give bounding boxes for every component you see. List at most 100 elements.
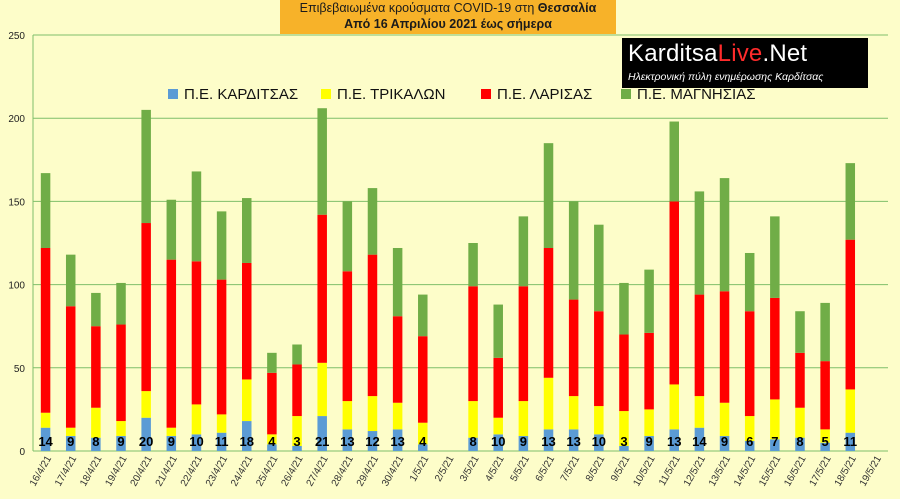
bar-segment: [116, 282, 126, 325]
bar-segment: [191, 261, 202, 405]
bar-segment: [820, 361, 830, 430]
bar-segment: [392, 429, 403, 451]
data-label: 6: [746, 434, 753, 449]
bar-segment: [65, 427, 76, 437]
data-label: 12: [365, 434, 379, 449]
x-tick-label: 23/4/21: [204, 454, 230, 489]
bar-segment: [694, 294, 705, 397]
x-tick-label: 16/4/21: [28, 454, 54, 489]
bar-segment: [795, 352, 805, 408]
data-label: 8: [469, 434, 476, 449]
x-tick-label: 15/5/21: [757, 454, 783, 489]
bar-segment: [518, 286, 529, 402]
bar-segment: [694, 191, 705, 295]
bar-segment: [619, 282, 629, 335]
bar-segment: [392, 247, 403, 317]
bar-segment: [770, 297, 780, 400]
x-tick-label: 10/5/21: [631, 454, 657, 489]
bar-segment: [65, 254, 76, 307]
bar-segment: [292, 446, 302, 451]
bar-segment: [367, 254, 378, 397]
bar-segment: [216, 279, 227, 415]
bar-segment: [543, 429, 554, 451]
bar-segment: [468, 401, 478, 438]
bar-segment: [468, 286, 478, 402]
data-label: 9: [117, 434, 124, 449]
x-tick-label: 20/4/21: [129, 454, 155, 489]
x-tick-label: 8/5/21: [584, 454, 608, 484]
bar-segment: [669, 429, 679, 451]
bar-segment: [619, 334, 629, 412]
x-tick-label: 17/5/21: [808, 454, 834, 489]
bar-segment: [242, 379, 252, 422]
x-tick-label: 28/4/21: [330, 454, 356, 489]
bar-segment: [317, 416, 327, 451]
data-labels: 14 9 8 9 20 9 10 11 18 4 3 21 13 12 13 4 8 10 9 13 13 10 3 9 13 1…: [38, 434, 857, 449]
bar-segment: [65, 306, 76, 428]
x-axis: 16/4/2117/4/2118/4/2119/4/2120/4/2121/4/…: [28, 454, 884, 489]
bar-segment: [619, 411, 629, 447]
y-tick-label: 0: [19, 447, 25, 458]
bar-segment: [367, 431, 378, 451]
y-tick-label: 200: [8, 114, 25, 125]
bar-segment: [845, 163, 856, 240]
data-label: 18: [240, 434, 254, 449]
chart-title-box: Επιβεβαιωμένα κρούσματα COVID-19 στη Θεσ…: [280, 0, 616, 34]
bar-segment: [694, 396, 705, 428]
data-label: 10: [491, 434, 505, 449]
karditsalive-logo[interactable]: KarditsaLive.Net Ηλεκτρονική πύλη ενημέρ…: [622, 38, 868, 88]
bar-segment: [820, 302, 830, 362]
data-label: 8: [796, 434, 803, 449]
title-region: Θεσσαλία: [537, 1, 597, 15]
bar-segment: [795, 437, 805, 451]
bar-segment: [40, 412, 51, 428]
x-tick-label: 26/4/21: [279, 454, 305, 489]
bar-segment: [342, 271, 353, 402]
x-tick-label: 17/4/21: [53, 454, 79, 489]
bar-segment: [392, 316, 403, 403]
bar-segment: [518, 216, 529, 287]
bar-segment: [40, 427, 51, 451]
logo-brand: KarditsaLive.Net: [628, 40, 807, 68]
x-tick-label: 30/4/21: [380, 454, 406, 489]
bar-segment: [267, 434, 277, 445]
bar-segment: [418, 294, 428, 337]
data-label: 9: [168, 434, 175, 449]
bar-segment: [543, 143, 554, 248]
bar-segment: [216, 211, 227, 280]
x-tick-label: 11/5/21: [657, 454, 683, 488]
bar-segment: [795, 407, 805, 438]
logo-tagline: Ηλεκτρονική πύλη ενημέρωσης Καρδίτσας: [628, 71, 824, 83]
x-tick-label: 12/5/21: [682, 454, 708, 489]
x-tick-label: 19/5/21: [858, 454, 884, 489]
y-tick-label: 150: [8, 197, 25, 208]
bar-segment: [669, 121, 679, 202]
data-label: 10: [592, 434, 606, 449]
bar-segment: [493, 434, 503, 451]
bar-segment: [267, 352, 277, 373]
bar-segment: [191, 434, 202, 451]
bar-segment: [116, 421, 126, 437]
legend-label: Π.Ε. ΤΡΙΚΑΛΩΝ: [337, 86, 446, 103]
bar-segment: [744, 252, 755, 312]
data-label: 8: [92, 434, 99, 449]
bar-segment: [820, 442, 830, 451]
data-label: 4: [268, 434, 276, 449]
y-tick-label: 250: [8, 31, 25, 42]
bar-segment: [493, 304, 503, 358]
x-tick-label: 25/4/21: [254, 454, 280, 489]
x-tick-label: 22/4/21: [179, 454, 205, 489]
data-label: 4: [419, 434, 427, 449]
x-tick-label: 24/4/21: [229, 454, 255, 489]
bar-segment: [292, 344, 302, 365]
legend-swatch: [481, 89, 491, 99]
x-tick-label: 29/4/21: [355, 454, 381, 489]
data-label: 7: [771, 434, 778, 449]
bar-segment: [744, 441, 755, 451]
bar-segment: [719, 291, 730, 403]
bar-segment: [191, 404, 202, 435]
bar-segment: [216, 432, 227, 451]
bar-segment: [518, 436, 529, 451]
gridlines: [33, 34, 888, 452]
